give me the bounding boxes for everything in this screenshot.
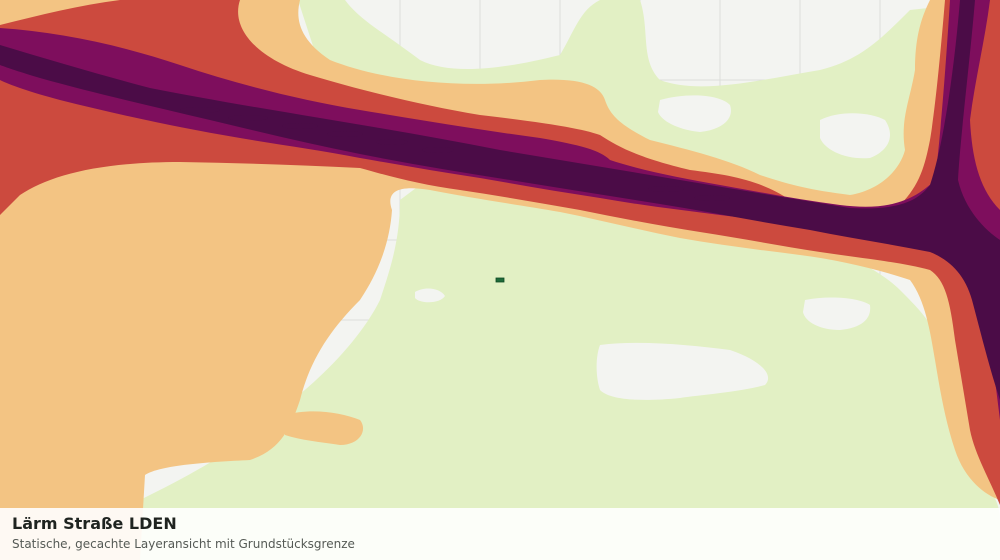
noise-level-3 — [0, 0, 1000, 420]
map-caption: Lärm Straße LDEN Statische, gecachte Lay… — [0, 508, 1000, 560]
parcel-boundary[interactable] — [495, 277, 505, 283]
map-title: Lärm Straße LDEN — [12, 514, 177, 533]
greenery-areas — [140, 0, 1000, 560]
noise-level-4 — [0, 0, 1000, 400]
map-subtitle: Statische, gecachte Layeransicht mit Gru… — [12, 537, 355, 551]
